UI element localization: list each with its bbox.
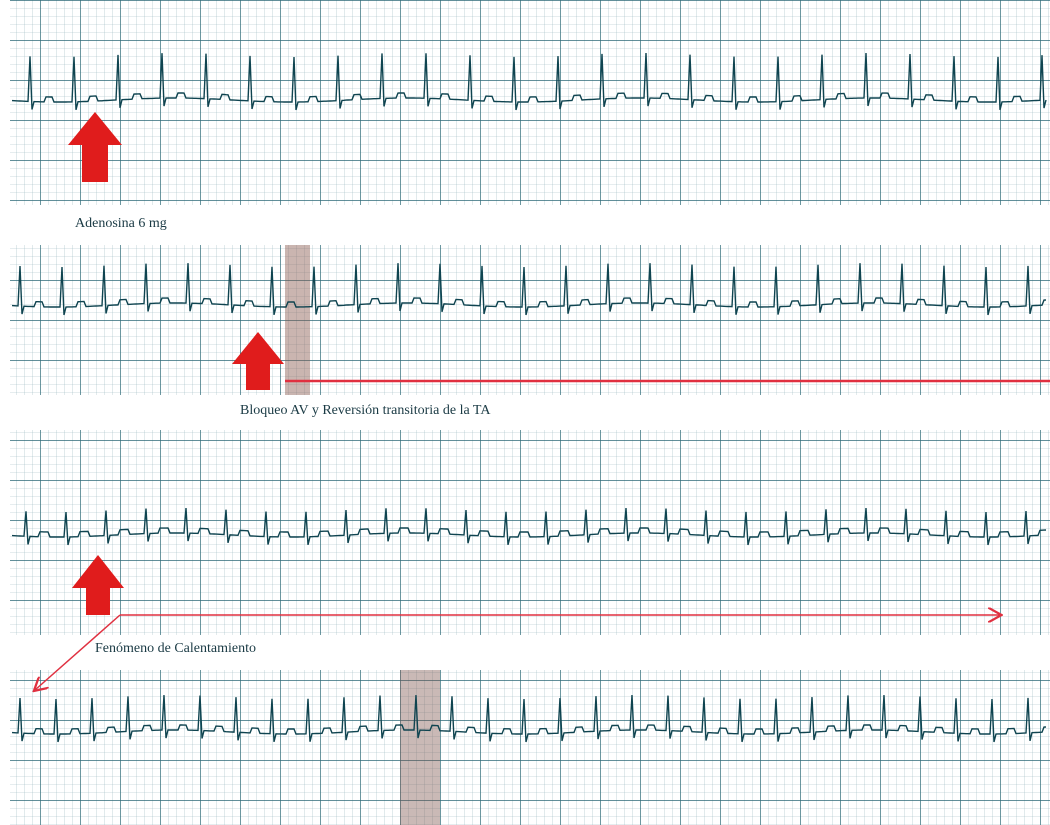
- ecg-strip: [10, 670, 1050, 825]
- page: Adenosina 6 mg Bloqueo AV y Reversión tr…: [0, 0, 1050, 825]
- ecg-strip: [10, 245, 1050, 395]
- ecg-strip: [10, 0, 1050, 205]
- strip-smudge: [285, 245, 310, 395]
- ecg-strip: [10, 430, 1050, 635]
- annotation: Adenosina 6 mg: [75, 216, 167, 231]
- strip-smudge: [400, 670, 440, 825]
- annotation: Fenómeno de Calentamiento: [95, 641, 256, 656]
- annotation: Bloqueo AV y Reversión transitoria de la…: [240, 403, 491, 418]
- ecg-figure: Adenosina 6 mg Bloqueo AV y Reversión tr…: [0, 0, 1050, 825]
